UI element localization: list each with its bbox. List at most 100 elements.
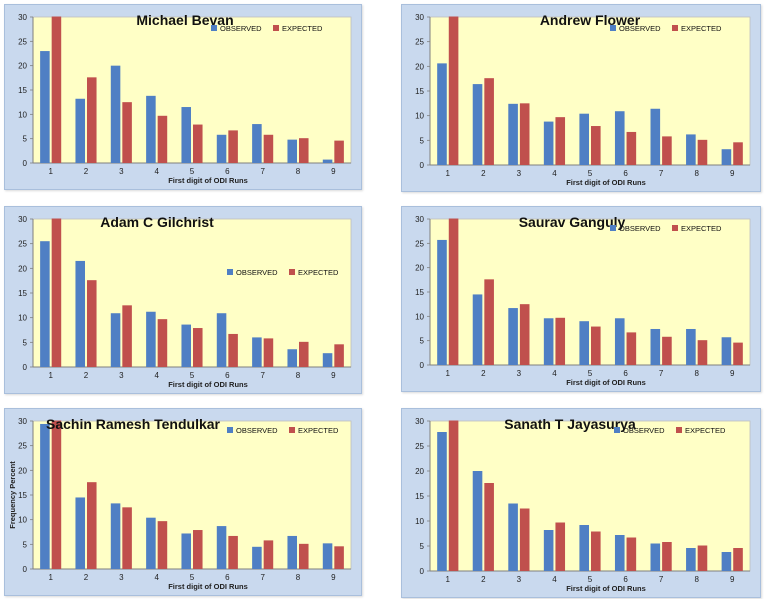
observed-bar-3 — [508, 103, 518, 165]
y-tick-label: 25 — [18, 240, 27, 249]
x-tick-label: 2 — [481, 369, 486, 378]
chart-title: Sanath T Jayasurya — [504, 416, 636, 432]
chart-panel-sachin-tendulkar: 0 5 10 15 20 25 30 1 2 3 4 5 6 7 8 9 First digit of ODI … — [4, 408, 362, 596]
y-tick-label: 15 — [415, 492, 424, 501]
observed-bar-8 — [287, 139, 297, 163]
observed-bar-7 — [650, 328, 661, 365]
chart-panel-sanath-jayasurya: 0 5 10 15 20 25 30 1 2 3 4 5 6 7 8 9 First digit of ODI … — [401, 408, 761, 598]
expected-bar-9 — [733, 142, 743, 165]
y-tick-label: 0 — [23, 565, 28, 574]
plot-area — [32, 218, 352, 368]
y-tick-label: 25 — [415, 38, 424, 47]
expected-bar-9 — [334, 546, 344, 569]
chart-svg: 0 5 10 15 20 25 30 1 2 3 4 5 6 7 8 9 First digit of ODI … — [8, 416, 352, 591]
observed-bar-8 — [287, 349, 297, 367]
observed-bar-9 — [721, 337, 732, 365]
x-tick-label: 2 — [481, 169, 486, 178]
y-tick-label: 0 — [420, 361, 425, 370]
expected-bar-2 — [87, 77, 97, 163]
observed-bar-8 — [686, 328, 696, 365]
expected-bar-7 — [263, 540, 274, 569]
observed-bar-2 — [472, 471, 483, 571]
observed-bar-4 — [146, 517, 156, 569]
y-tick-label: 20 — [18, 62, 27, 71]
expected-bar-8 — [299, 138, 309, 163]
x-tick-label: 8 — [694, 575, 699, 584]
observed-bar-6 — [614, 111, 625, 165]
x-tick-label: 1 — [446, 575, 451, 584]
expected-bar-1 — [448, 420, 459, 571]
expected-bar-4 — [555, 522, 566, 571]
observed-bar-5 — [579, 525, 589, 571]
x-tick-label: 6 — [225, 573, 230, 582]
y-tick-label: 0 — [420, 567, 425, 576]
legend-label-observed: OBSERVED — [236, 426, 278, 435]
x-tick-label: 4 — [552, 575, 557, 584]
y-tick-label: 5 — [23, 135, 28, 144]
chart-title: Adam C Gilchrist — [100, 214, 214, 230]
x-tick-label: 6 — [623, 369, 628, 378]
y-tick-label: 10 — [18, 110, 27, 119]
y-tick-label: 15 — [18, 491, 27, 500]
y-tick-label: 25 — [18, 442, 27, 451]
x-axis-label: First digit of ODI Runs — [566, 178, 646, 187]
legend-swatch-observed — [211, 25, 217, 31]
observed-bar-3 — [508, 308, 518, 365]
legend-label-expected: EXPECTED — [298, 426, 339, 435]
y-tick-label: 25 — [415, 442, 424, 451]
x-axis-label: First digit of ODI Runs — [566, 584, 646, 593]
y-tick-label: 25 — [415, 239, 424, 248]
y-tick-label: 20 — [415, 62, 424, 71]
x-tick-label: 1 — [446, 369, 451, 378]
x-tick-label: 6 — [623, 169, 628, 178]
chart-title: Michael Bevan — [136, 12, 233, 28]
x-tick-label: 9 — [331, 371, 336, 380]
y-tick-label: 30 — [415, 417, 424, 426]
y-tick-label: 30 — [18, 417, 27, 426]
expected-bar-2 — [87, 280, 97, 367]
legend-label-expected: EXPECTED — [681, 224, 722, 233]
y-tick-label: 10 — [415, 312, 424, 321]
expected-bar-8 — [697, 340, 708, 365]
plot-area — [429, 16, 751, 166]
y-tick-label: 10 — [415, 517, 424, 526]
expected-bar-4 — [157, 521, 168, 569]
expected-bar-3 — [519, 508, 530, 571]
y-tick-label: 15 — [415, 87, 424, 96]
chart-svg: 0 5 10 15 20 25 30 1 2 3 4 5 6 7 8 9 First digit of ODI … — [415, 12, 751, 187]
observed-bar-9 — [721, 552, 732, 571]
x-tick-label: 3 — [517, 369, 522, 378]
observed-bar-9 — [322, 159, 333, 163]
legend-label-observed: OBSERVED — [619, 24, 661, 33]
observed-bar-7 — [252, 546, 262, 569]
y-tick-label: 0 — [420, 161, 425, 170]
y-tick-label: 20 — [18, 466, 27, 475]
legend-swatch-observed — [610, 25, 616, 31]
expected-bar-8 — [697, 139, 708, 165]
expected-bar-6 — [626, 537, 637, 571]
observed-bar-6 — [614, 535, 625, 571]
x-tick-label: 3 — [119, 573, 124, 582]
legend-label-observed: OBSERVED — [619, 224, 661, 233]
expected-bar-7 — [263, 338, 274, 367]
expected-bar-4 — [157, 115, 168, 163]
observed-bar-4 — [543, 318, 554, 365]
y-tick-label: 20 — [18, 264, 27, 273]
legend-label-expected: EXPECTED — [298, 268, 339, 277]
legend-swatch-observed — [227, 427, 233, 433]
x-tick-label: 2 — [84, 573, 89, 582]
x-tick-label: 5 — [588, 169, 593, 178]
x-tick-label: 5 — [190, 371, 195, 380]
expected-bar-3 — [519, 304, 530, 365]
x-tick-label: 9 — [331, 573, 336, 582]
observed-bar-4 — [543, 121, 554, 165]
legend-swatch-observed — [610, 225, 616, 231]
x-tick-label: 4 — [154, 573, 159, 582]
y-tick-label: 20 — [415, 264, 424, 273]
y-tick-label: 5 — [23, 338, 28, 347]
y-tick-label: 15 — [18, 289, 27, 298]
x-tick-label: 1 — [48, 371, 53, 380]
chart-title: Saurav Ganguly — [519, 214, 626, 230]
legend-swatch-observed — [614, 427, 620, 433]
observed-bar-2 — [75, 497, 85, 569]
